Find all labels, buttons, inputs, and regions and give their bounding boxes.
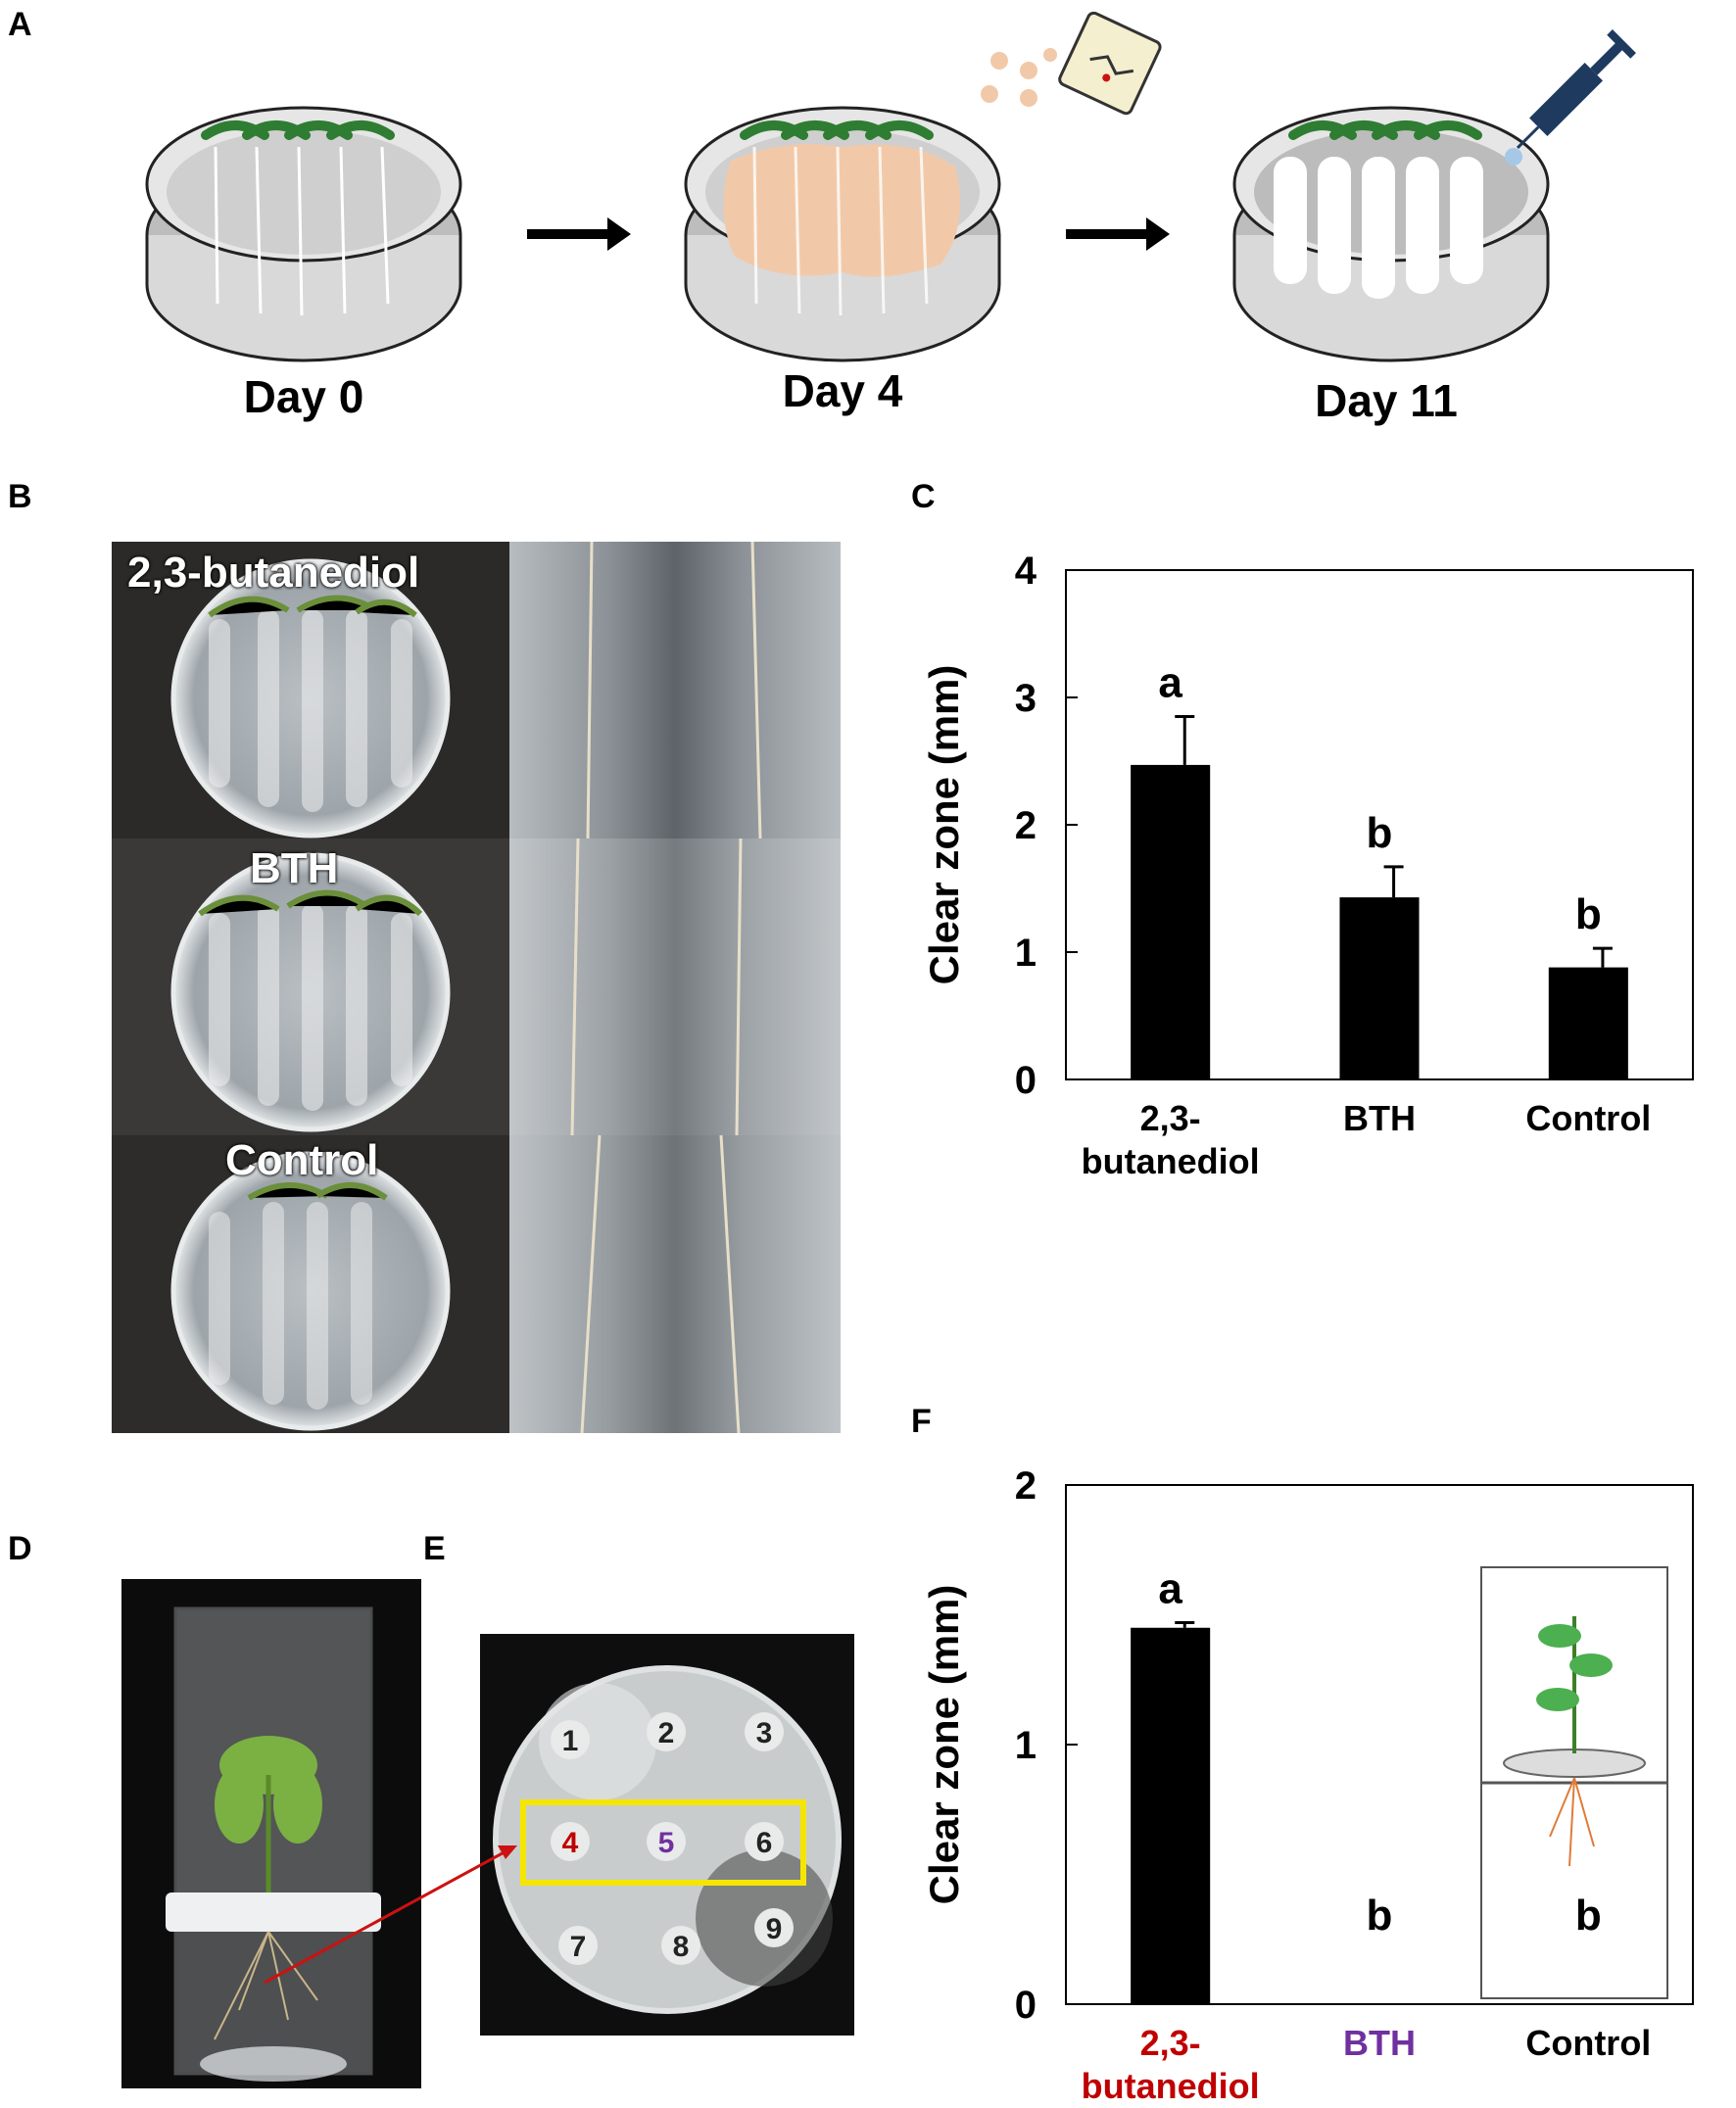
label-day0: Day 0: [243, 371, 364, 422]
inset-leaf: [1538, 1624, 1581, 1648]
well-label-2: 2: [658, 1717, 675, 1749]
well-label-8: 8: [673, 1931, 690, 1963]
inset-leaf: [1536, 1688, 1579, 1711]
y-tick-label: 3: [1015, 677, 1037, 720]
photo-label-butanediol: 2,3-butanediol: [127, 549, 420, 597]
significance-letter: b: [1575, 890, 1602, 938]
y-axis-label: Clear zone (mm): [921, 665, 967, 985]
highlight-box: [520, 1799, 806, 1886]
well-label-1: 1: [562, 1725, 579, 1757]
panel-a-schematic: [145, 11, 1636, 362]
petri-dish-day0: [145, 106, 462, 362]
y-axis-label: Clear zone (mm): [921, 1585, 967, 1905]
x-tick-label: BTH: [1343, 2023, 1416, 2063]
panel-letter-f: F: [911, 1403, 932, 1440]
significance-letter: b: [1367, 1892, 1393, 1940]
arrow-day0-to-day4: [527, 217, 631, 251]
bar: [1548, 967, 1628, 1079]
inset-plant-box: [1480, 1566, 1668, 1999]
well-label-6: 6: [756, 1827, 773, 1859]
x-tick-label: 2,3-butanediol: [1082, 1098, 1260, 1181]
x-tick-label: BTH: [1343, 1098, 1416, 1138]
significance-letter: b: [1367, 809, 1393, 857]
panel-letter-a: A: [8, 6, 32, 43]
well-label-7: 7: [570, 1931, 587, 1963]
panel-letter-d: D: [8, 1530, 32, 1567]
inset-disc: [1503, 1749, 1646, 1778]
y-tick-label: 2: [1015, 1464, 1037, 1508]
well-label-3: 3: [756, 1717, 773, 1749]
arrow-day4-to-day11: [1066, 217, 1170, 251]
panel-c-chart: 0 1 2 3 4 Clear zone (mm) a 2,3-butanediol b BTH b…: [921, 550, 1694, 1181]
bar: [1339, 897, 1420, 1079]
significance-letter: b: [1575, 1892, 1602, 1940]
y-tick-label: 4: [1015, 550, 1037, 593]
y-tick-label: 2: [1015, 804, 1037, 847]
petri-dish-day11: [1232, 106, 1550, 362]
droplet-icon: [1505, 148, 1522, 166]
bar: [1131, 1627, 1211, 2004]
photo-label-control: Control: [225, 1136, 379, 1184]
y-tick-label: 1: [1015, 1724, 1037, 1767]
x-tick-label: Control: [1525, 1098, 1651, 1138]
well-label-4: 4: [562, 1827, 579, 1859]
inset-leaf: [1569, 1653, 1613, 1677]
panel-letter-b: B: [8, 478, 32, 515]
x-tick-label: 2,3-butanediol: [1082, 2023, 1260, 2104]
panel-letter-c: C: [911, 478, 936, 515]
inset-roots: [1549, 1777, 1595, 1867]
bar: [1131, 764, 1211, 1079]
label-day11: Day 11: [1315, 375, 1458, 426]
panel-b-photos: [112, 542, 841, 1433]
spore-beaker-icon: [981, 11, 1162, 116]
significance-letter: a: [1158, 659, 1182, 707]
wells: [551, 1712, 794, 1965]
panel-letter-e: E: [423, 1530, 446, 1567]
y-tick-label: 0: [1015, 1059, 1037, 1102]
panel-e-photo: 1 2 3 4 5 6 7 8 9: [480, 1634, 854, 2036]
panel-f-chart: 0 1 2 Clear zone (mm) a 2,3-butanediol b BTH b Co…: [921, 1464, 1694, 2104]
photo-label-bth: BTH: [250, 844, 339, 892]
well-label-9: 9: [766, 1913, 783, 1945]
panel-d-photo: [121, 1579, 421, 2088]
well-label-5: 5: [658, 1827, 675, 1859]
petri-dish-day4: [684, 106, 1001, 362]
label-day4: Day 4: [782, 365, 903, 416]
significance-letter: a: [1158, 1564, 1182, 1612]
y-tick-label: 0: [1015, 1984, 1037, 2027]
syringe-icon: [1516, 29, 1636, 150]
y-tick-label: 1: [1015, 932, 1037, 975]
x-tick-label: Control: [1525, 2023, 1651, 2063]
